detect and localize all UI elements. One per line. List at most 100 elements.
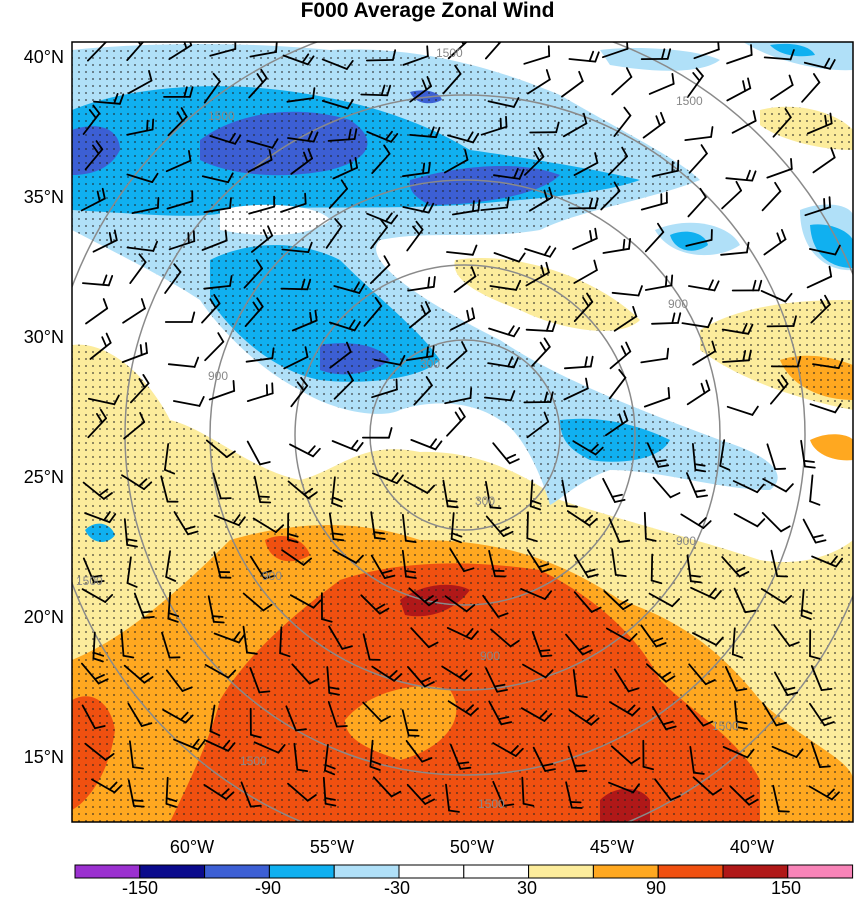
wind-barb-flag [279,652,291,658]
wind-barb-shaft [492,780,505,807]
wind-barb-flag [707,317,713,329]
wind-barb-flag [132,766,144,770]
wind-barb-shaft [611,548,617,576]
wind-barb-flag [792,315,797,327]
wind-barb-shaft [480,125,508,136]
wind-barb-shaft [253,475,262,504]
wind-barb-flag [340,179,349,190]
wind-barb-flag [783,595,793,604]
wind-barb-flag [173,263,182,273]
wind-barb-flag [301,53,310,64]
wind-barb-shaft [810,303,831,324]
lat-label-40n: 40°N [24,47,64,67]
wind-barb-flag [631,707,641,717]
wind-barb-shaft [161,631,171,659]
wind-barb-shaft [287,137,315,143]
wind-barb-flag [551,320,557,333]
wind-barb-flag [584,568,596,574]
wind-barb-flag [249,804,262,808]
wind-barb-shaft [690,586,716,600]
wind-barb-flag [748,798,759,806]
wind-barb-shaft [362,633,371,661]
wind-barb-shaft [770,549,779,577]
wind-barb-shaft [249,667,261,694]
wind-barb-shaft [82,481,105,500]
wind-barb-shaft [280,202,307,213]
wind-barb-shaft [126,246,155,252]
wind-barb-flag [461,341,468,352]
wind-barb-flag [655,459,667,463]
wind-barb-shaft [451,209,480,216]
wind-barb-flag [146,119,149,132]
wind-barb-shaft [285,705,297,732]
wind-barb-shaft [726,87,752,102]
wind-barb-flag [224,229,228,242]
wind-barb-shaft [410,438,437,451]
wind-barb-flag [461,42,465,46]
wind-barb-flag [775,721,787,727]
wind-barb-flag [465,604,476,613]
wind-barb-flag [312,599,322,609]
wind-barb-flag [699,187,707,199]
wind-barb-shaft [91,778,116,794]
wind-barb-flag [757,279,763,292]
lat-label-15n: 15°N [24,747,64,767]
lat-label-35n: 35°N [24,187,64,207]
wind-barb-shaft [213,514,240,527]
wind-barb-shaft [680,513,705,529]
wind-barb-shaft [203,284,231,290]
wind-barb-shaft [692,776,714,796]
wind-barb-flag [184,525,196,531]
wind-barb-flag [232,379,236,392]
wind-barb-flag [627,687,640,693]
wind-barb-flag [332,538,345,542]
wind-barb-flag [623,410,629,422]
wind-barb-flag [611,493,623,498]
wind-barb-shaft [692,350,717,366]
wind-barb-flag [328,692,341,696]
wind-barb-shaft [611,76,633,96]
wind-barb-shaft [762,702,778,727]
wind-barb-flag [594,197,599,210]
wind-barb-shaft [651,321,679,325]
wind-barb-flag [271,138,279,149]
wind-barb-shaft [561,479,568,507]
wind-barb-flag [271,347,275,360]
wind-barb-shaft [688,152,708,174]
ring-label-1500: 1500 [712,719,739,733]
wind-barb-flag [618,368,627,379]
wind-barb-flag [412,225,421,236]
wind-barb-flag [594,446,604,456]
wind-barb-shaft [722,359,750,363]
wind-barb-flag [471,244,478,256]
wind-barb-flag [271,382,274,395]
wind-barb-flag [187,232,190,244]
wind-barb-shaft [763,56,792,61]
wind-barb-flag [445,499,458,503]
colorbar-segment [722,864,789,879]
wind-barb-flag [540,654,553,658]
wind-barb-flag [390,214,399,225]
wind-barb-shaft [88,397,116,406]
wind-barb-shaft [121,474,145,491]
wind-barb-flag [820,298,827,310]
wind-barb-flag [426,484,436,494]
wind-barb-flag [458,407,466,418]
wind-barb-shaft [640,201,668,211]
wind-barb-shaft [809,474,814,503]
wind-barb-flag [232,514,241,524]
wind-barb-flag [549,247,557,258]
wind-barb-flag [428,598,439,607]
wind-barb-flag [229,197,232,209]
wind-barb-flag [255,259,264,270]
ring-label-1500: 1500 [208,109,235,123]
wind-barb-shaft [126,128,154,136]
wind-barb-flag [665,675,676,683]
wind-barb-shaft [721,556,741,578]
wind-barb-flag [167,617,179,623]
ring-label-1500: 1500 [76,574,103,588]
wind-barb-flag [541,763,554,767]
wind-barb-flag [543,411,550,423]
wind-barb-shaft [131,206,159,215]
colorbar-label-150: 150 [771,878,801,898]
